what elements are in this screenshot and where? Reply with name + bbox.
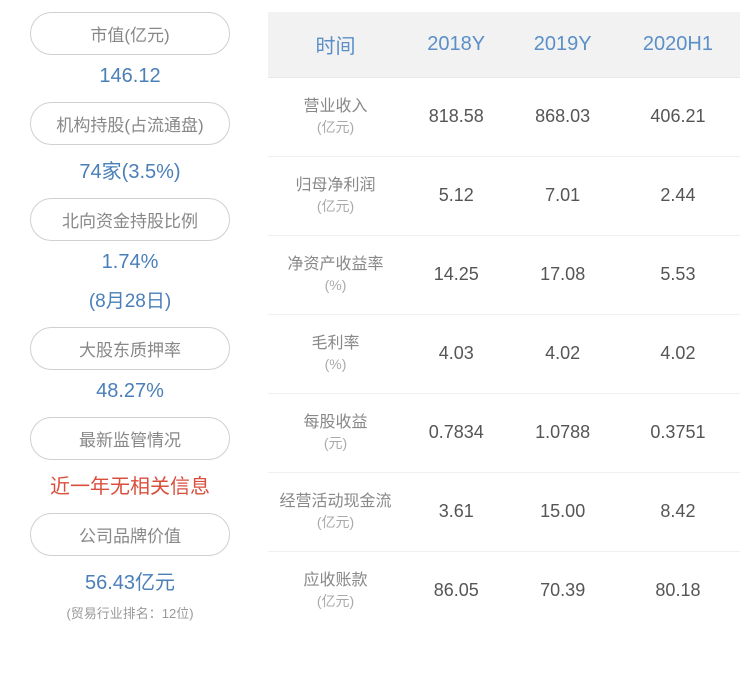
value-pledge-ratio: 48.27% [96, 380, 164, 403]
data-cell: 17.08 [509, 235, 615, 314]
data-cell: 4.02 [509, 314, 615, 393]
data-cell: 818.58 [403, 78, 509, 157]
table-row: 每股收益(元) 0.7834 1.0788 0.3751 [268, 393, 740, 472]
data-cell: 0.7834 [403, 393, 509, 472]
data-cell: 14.25 [403, 235, 509, 314]
pill-regulatory-status: 最新监管情况 [30, 417, 230, 460]
data-cell: 70.39 [509, 551, 615, 629]
metric-cell: 毛利率(%) [268, 314, 403, 393]
data-cell: 80.18 [616, 551, 740, 629]
data-cell: 4.02 [616, 314, 740, 393]
data-cell: 2.44 [616, 156, 740, 235]
financial-table: 时间 2018Y 2019Y 2020H1 营业收入(亿元) 818.58 86… [268, 12, 740, 630]
data-cell: 15.00 [509, 472, 615, 551]
metric-cell: 每股收益(元) [268, 393, 403, 472]
header-2020h1: 2020H1 [616, 12, 740, 78]
data-cell: 868.03 [509, 78, 615, 157]
data-cell: 5.12 [403, 156, 509, 235]
data-cell: 1.0788 [509, 393, 615, 472]
data-cell: 4.03 [403, 314, 509, 393]
pill-brand-value: 公司品牌价值 [30, 513, 230, 556]
value-brand-value: 56.43亿元 [85, 566, 175, 595]
value-institutional-holdings: 74家(3.5%) [79, 155, 180, 184]
data-cell: 3.61 [403, 472, 509, 551]
table-row: 净资产收益率(%) 14.25 17.08 5.53 [268, 235, 740, 314]
data-cell: 406.21 [616, 78, 740, 157]
value-northbound-holdings: 1.74% [102, 251, 159, 274]
metric-cell: 经营活动现金流(亿元) [268, 472, 403, 551]
metric-cell: 应收账款(亿元) [268, 551, 403, 629]
pill-institutional-holdings: 机构持股(占流通盘) [30, 102, 230, 145]
metric-cell: 营业收入(亿元) [268, 78, 403, 157]
table-row: 营业收入(亿元) 818.58 868.03 406.21 [268, 78, 740, 157]
data-cell: 7.01 [509, 156, 615, 235]
table-row: 毛利率(%) 4.03 4.02 4.02 [268, 314, 740, 393]
header-time: 时间 [268, 12, 403, 78]
data-cell: 86.05 [403, 551, 509, 629]
table-row: 经营活动现金流(亿元) 3.61 15.00 8.42 [268, 472, 740, 551]
table-row: 应收账款(亿元) 86.05 70.39 80.18 [268, 551, 740, 629]
table-body: 营业收入(亿元) 818.58 868.03 406.21 归母净利润(亿元) … [268, 78, 740, 630]
right-panel: 时间 2018Y 2019Y 2020H1 营业收入(亿元) 818.58 86… [250, 12, 740, 666]
value-regulatory-status: 近一年无相关信息 [50, 470, 210, 499]
data-cell: 5.53 [616, 235, 740, 314]
left-panel: 市值(亿元) 146.12 机构持股(占流通盘) 74家(3.5%) 北向资金持… [10, 12, 250, 666]
pill-pledge-ratio: 大股东质押率 [30, 327, 230, 370]
value-northbound-date: (8月28日) [89, 286, 171, 313]
data-cell: 8.42 [616, 472, 740, 551]
note-brand-rank: (贸易行业排名：12位) [66, 603, 193, 622]
pill-market-cap: 市值(亿元) [30, 12, 230, 55]
pill-northbound-holdings: 北向资金持股比例 [30, 198, 230, 241]
metric-cell: 归母净利润(亿元) [268, 156, 403, 235]
table-row: 归母净利润(亿元) 5.12 7.01 2.44 [268, 156, 740, 235]
value-market-cap: 146.12 [99, 65, 160, 88]
metric-cell: 净资产收益率(%) [268, 235, 403, 314]
table-header-row: 时间 2018Y 2019Y 2020H1 [268, 12, 740, 78]
header-2018y: 2018Y [403, 12, 509, 78]
data-cell: 0.3751 [616, 393, 740, 472]
header-2019y: 2019Y [509, 12, 615, 78]
